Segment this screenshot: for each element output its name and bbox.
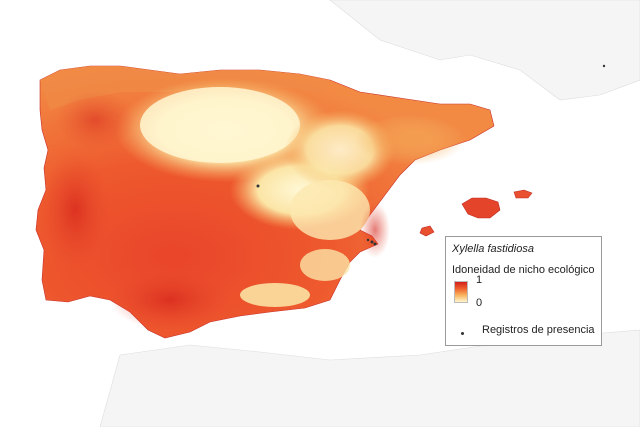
presence-point-symbol [461,332,464,335]
ebro-valley [355,115,465,165]
sierra-south-east [300,249,350,281]
guadalquivir-hot [110,270,230,330]
legend-title: Xylella fastidiosa [452,243,534,255]
iberian-range [290,180,370,240]
presence-point [256,184,260,188]
meseta-north-core [140,87,300,163]
color-ramp [454,281,468,303]
legend-presence-label: Registros de presencia [482,324,595,336]
presence-point [366,238,370,242]
presence-point [370,240,374,244]
sierra-nevada [240,283,310,307]
portugal-coast-hot [40,150,110,270]
africa-land [99,329,640,427]
ibiza [419,225,435,237]
menorca [513,189,533,199]
levante-coast-hot [360,202,390,258]
presence-point [373,242,377,246]
galicia-hot [55,90,135,150]
legend-subtitle: Idoneidad de nicho ecológico [452,264,595,276]
legend-max-label: 1 [476,274,483,286]
france-land [329,0,640,101]
mallorca [461,197,501,219]
map-legend: Xylella fastidiosa Idoneidad de nicho ec… [445,236,602,346]
presence-point [602,64,606,68]
legend-min-label: 0 [476,297,483,309]
